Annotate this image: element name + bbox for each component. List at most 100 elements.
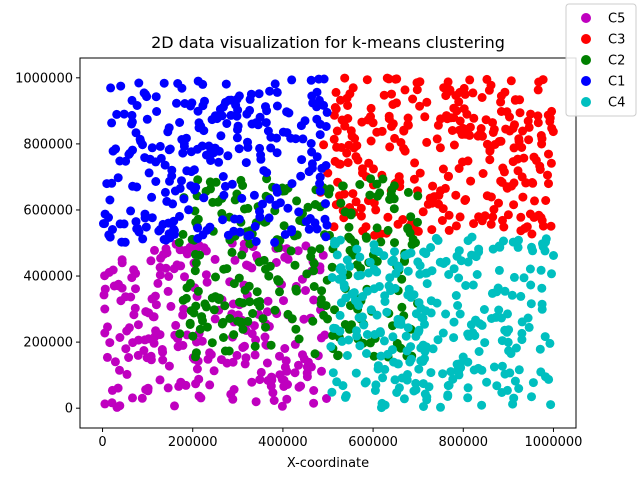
point-c4: [390, 375, 400, 385]
point-c1: [226, 95, 236, 105]
legend-label-c4: C4: [608, 96, 625, 111]
point-c3: [449, 103, 459, 113]
point-c5: [230, 255, 240, 265]
point-c3: [422, 137, 432, 147]
point-c3: [547, 123, 557, 133]
point-c1: [132, 101, 142, 110]
point-c3: [500, 87, 510, 97]
point-c5: [121, 344, 131, 354]
point-c4: [406, 342, 416, 352]
point-c3: [392, 74, 402, 84]
point-c3: [544, 179, 553, 189]
point-c1: [254, 89, 264, 99]
point-c4: [492, 381, 502, 391]
point-c4: [509, 393, 519, 403]
point-c1: [315, 179, 325, 189]
point-c1: [315, 130, 325, 140]
point-c3: [462, 109, 472, 119]
point-c2: [336, 198, 346, 208]
point-c1: [245, 94, 255, 104]
point-c2: [195, 250, 205, 260]
point-c5: [263, 376, 273, 385]
point-c3: [465, 122, 475, 132]
point-c5: [209, 366, 219, 376]
point-c2: [306, 252, 316, 262]
point-c1: [115, 219, 125, 229]
x-tick-label: 600000: [348, 435, 398, 450]
point-c4: [474, 244, 484, 254]
point-c1: [119, 109, 129, 119]
point-c1: [156, 153, 166, 163]
point-c5: [131, 268, 141, 278]
point-c4: [546, 400, 556, 410]
y-tick-label: 400000: [23, 270, 73, 285]
point-c3: [383, 212, 393, 222]
point-c4: [511, 343, 521, 353]
point-c4: [426, 243, 436, 252]
point-c3: [343, 158, 353, 168]
point-c3: [339, 189, 349, 199]
point-c2: [193, 286, 203, 296]
point-c2: [352, 260, 362, 270]
point-c3: [489, 205, 499, 214]
point-c5: [158, 347, 168, 357]
point-c2: [291, 324, 301, 334]
point-c1: [255, 143, 265, 153]
point-c4: [433, 335, 443, 345]
point-c5: [137, 393, 147, 403]
point-c2: [291, 284, 301, 294]
point-c4: [504, 325, 514, 335]
point-c4: [545, 338, 555, 348]
point-c4: [338, 381, 348, 391]
point-c1: [127, 110, 137, 120]
x-tick-label: 800000: [438, 435, 488, 450]
point-c5: [280, 252, 290, 262]
point-c1: [315, 119, 325, 129]
point-c4: [415, 261, 425, 271]
point-c4: [517, 328, 527, 338]
point-c5: [110, 357, 120, 367]
point-c3: [451, 91, 461, 100]
point-c3: [361, 222, 371, 232]
point-c3: [490, 140, 500, 149]
point-c1: [121, 156, 131, 166]
point-c2: [413, 217, 422, 227]
point-c4: [527, 392, 536, 402]
point-c5: [242, 260, 251, 270]
point-c3: [330, 103, 340, 112]
point-c5: [124, 323, 134, 333]
point-c1: [272, 87, 282, 97]
point-c3: [482, 139, 492, 149]
point-c5: [117, 258, 127, 268]
point-c3: [390, 133, 400, 143]
point-c1: [113, 173, 123, 183]
point-c3: [485, 146, 495, 156]
point-c5: [100, 271, 110, 281]
point-c1: [271, 183, 281, 193]
point-c5: [269, 396, 279, 405]
point-c3: [533, 118, 543, 128]
point-c3: [545, 113, 555, 123]
point-c4: [359, 320, 369, 330]
point-c1: [242, 109, 252, 119]
point-c4: [454, 246, 464, 256]
point-c2: [233, 316, 243, 326]
point-c3: [356, 203, 366, 213]
point-c2: [365, 338, 375, 348]
point-c4: [356, 270, 366, 280]
point-c1: [154, 226, 164, 236]
point-c5: [250, 350, 260, 360]
point-c2: [385, 195, 395, 204]
point-c4: [403, 323, 413, 333]
point-c3: [529, 212, 539, 222]
point-c4: [405, 357, 415, 367]
point-c2: [220, 346, 230, 356]
point-c5: [130, 303, 140, 313]
point-c1: [128, 181, 138, 191]
point-c2: [286, 246, 296, 256]
point-c2: [389, 204, 399, 214]
point-c2: [390, 238, 399, 248]
point-c5: [282, 366, 292, 376]
point-c2: [372, 179, 382, 189]
point-c2: [280, 186, 290, 196]
